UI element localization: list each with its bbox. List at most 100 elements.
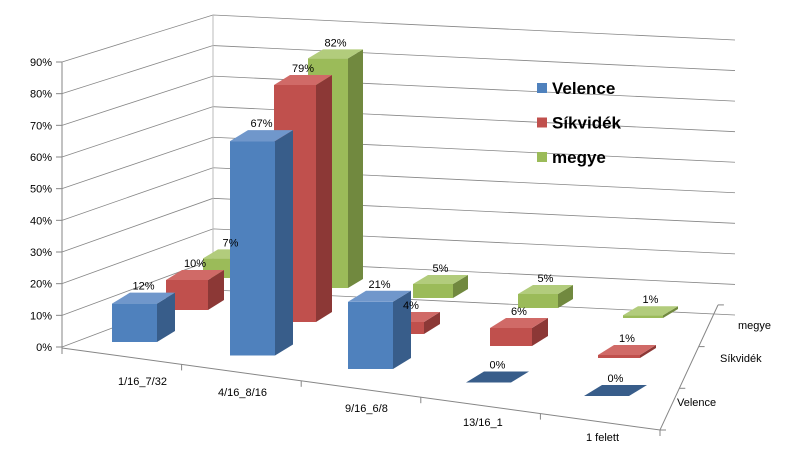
bar-top [598, 345, 656, 355]
bar-side [424, 312, 440, 334]
gridline [61, 75, 736, 126]
floor-axes [61, 304, 724, 436]
bar-top [518, 285, 573, 294]
bars [112, 49, 678, 396]
y-tick-label: 30% [30, 247, 52, 259]
y-tick-label: 20% [30, 279, 52, 291]
legend-item: Síkvidék [537, 114, 622, 133]
legend-item: megye [537, 148, 606, 167]
data-label: 79% [292, 63, 314, 75]
data-label: 10% [184, 258, 206, 270]
gridlines [61, 14, 736, 348]
bar-side [316, 75, 332, 322]
bar-side [453, 275, 468, 298]
bar-side [532, 318, 548, 346]
bar-velence-4 [584, 385, 647, 396]
bar-velence-2 [348, 290, 411, 369]
y-axis-ticks: 0% 10% 20% 30% 40% 50% 60% 70% 80% 90% [30, 57, 62, 354]
bar-side [348, 49, 363, 289]
bar-síkvidék-1 [274, 75, 332, 322]
gridline [61, 197, 736, 253]
y-tick-label: 80% [30, 89, 52, 101]
y-tick-label: 60% [30, 152, 52, 164]
bar-front [490, 328, 532, 346]
bar-top [584, 385, 647, 396]
x-tick-label: 1/16_7/32 [118, 376, 167, 388]
legend: Velence Síkvidék megye [537, 79, 622, 167]
bar-side [208, 270, 224, 310]
bar-top [230, 130, 293, 142]
data-label: 4% [403, 300, 419, 312]
x-tick-label: 1 felett [586, 432, 619, 444]
legend-item: Velence [537, 79, 615, 98]
bar-velence-1 [230, 130, 293, 356]
data-label: 6% [511, 306, 527, 318]
bar-top [490, 318, 548, 328]
z-tick-label: Velence [677, 397, 716, 409]
legend-label: Síkvidék [552, 114, 622, 133]
data-label: 0% [490, 360, 506, 372]
legend-swatch [537, 117, 547, 128]
bar-top [413, 275, 468, 284]
data-label: 67% [250, 118, 272, 130]
bar-side [558, 285, 573, 308]
bar-front [623, 315, 663, 318]
bar-top [466, 371, 529, 383]
y-tick-label: 10% [30, 310, 52, 322]
bar-front [230, 141, 275, 356]
x-tick-label: 13/16_1 [463, 417, 503, 429]
bar-front [518, 294, 558, 308]
bar-síkvidék-3 [490, 318, 548, 346]
x-tick-label: 4/16_8/16 [218, 387, 267, 399]
bar-megye-3 [518, 285, 573, 308]
bar-velence-0 [112, 292, 175, 342]
y-tick-label: 70% [30, 120, 52, 132]
bar-front [413, 284, 453, 298]
bar-front [112, 303, 157, 342]
y-tick-label: 90% [30, 57, 52, 69]
y-tick-label: 50% [30, 184, 52, 196]
data-label: 0% [608, 373, 624, 385]
gridline [61, 45, 736, 95]
z-tick-label: megye [738, 320, 771, 332]
depth-axis-labels: Velence Síkvidék megye [677, 320, 771, 409]
legend-label: Velence [552, 79, 615, 98]
x-axis-labels: 1/16_7/32 4/16_8/16 9/16_6/8 13/16_1 1 felet… [118, 376, 619, 444]
bar-side [640, 345, 656, 358]
data-label: 12% [132, 281, 154, 293]
y-tick-label: 0% [36, 342, 52, 354]
bar-síkvidék-4 [598, 345, 656, 358]
gridline [61, 167, 736, 221]
legend-swatch [537, 152, 547, 162]
data-label: 7% [223, 237, 239, 249]
data-label: 1% [619, 333, 635, 345]
gridline [61, 106, 736, 158]
data-label: 5% [433, 263, 449, 275]
bar-top [274, 75, 332, 85]
bar-top [348, 290, 411, 302]
gridline [61, 136, 736, 190]
x-tick-label: 9/16_6/8 [345, 403, 388, 415]
data-labels: 7% 82% 5% 5% 1% 10% 79% 4% 6% 1% 12% 67% 21% 0% 0% [132, 37, 658, 385]
z-tick-label: Síkvidék [720, 353, 762, 365]
bar-front [348, 301, 393, 369]
data-label: 82% [324, 37, 346, 49]
bar-top [308, 49, 363, 59]
data-label: 5% [538, 273, 554, 285]
bar-velence-3 [466, 371, 529, 383]
bar-top [623, 306, 678, 316]
bar-side [275, 130, 293, 356]
bar-front [598, 355, 640, 358]
data-label: 1% [643, 294, 659, 306]
legend-swatch [537, 83, 547, 93]
bar-top [112, 292, 175, 304]
gridline [61, 14, 736, 63]
bar-side [157, 292, 175, 342]
bar-side [393, 290, 411, 369]
y-tick-label: 40% [30, 215, 52, 227]
gridline [61, 228, 736, 285]
legend-label: megye [552, 148, 606, 167]
data-label: 21% [368, 279, 390, 291]
bar-side [663, 306, 678, 318]
